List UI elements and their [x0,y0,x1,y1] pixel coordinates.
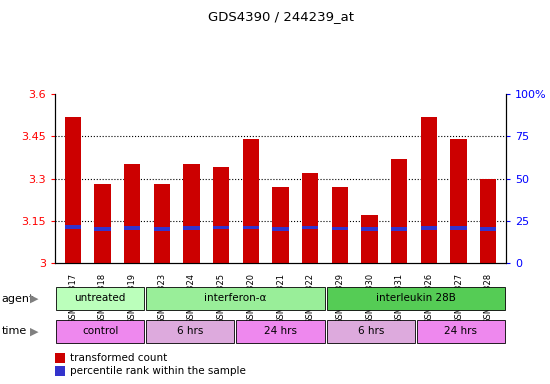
Bar [213,226,229,229]
Bar [56,287,144,310]
Bar [153,227,170,230]
Text: untreated: untreated [74,293,126,303]
Bar [124,226,140,230]
Bar [327,287,505,310]
Bar [480,227,496,230]
Text: transformed count: transformed count [70,353,168,363]
Bar [65,225,81,229]
Text: interferon-α: interferon-α [204,293,267,303]
Text: ▶: ▶ [30,326,39,336]
Bar [56,320,144,343]
Text: agent: agent [2,293,34,304]
Bar [450,226,467,230]
Bar [332,187,348,263]
Text: control: control [82,326,118,336]
Bar [272,187,289,263]
Bar [450,139,467,263]
Text: 24 hrs: 24 hrs [264,326,297,336]
Text: interleukin 28B: interleukin 28B [376,293,456,303]
Bar [183,164,200,263]
Bar [213,167,229,263]
Text: percentile rank within the sample: percentile rank within the sample [70,366,246,376]
Bar [65,117,81,263]
Bar [243,226,259,229]
Bar [480,179,496,263]
Bar [302,226,318,229]
Bar [421,117,437,263]
Text: ▶: ▶ [30,293,39,304]
Bar [332,227,348,230]
Text: time: time [2,326,27,336]
Bar [361,227,378,230]
Text: 6 hrs: 6 hrs [358,326,384,336]
Bar [94,227,111,230]
Bar [243,139,259,263]
Bar [272,227,289,230]
Bar [391,227,408,230]
Text: GDS4390 / 244239_at: GDS4390 / 244239_at [207,10,354,23]
Bar [146,320,234,343]
Bar [146,287,324,310]
Bar [302,173,318,263]
Bar [153,184,170,263]
Bar [124,164,140,263]
Bar [327,320,415,343]
Bar [417,320,505,343]
Bar [421,226,437,230]
Bar [361,215,378,263]
Text: 24 hrs: 24 hrs [444,326,477,336]
Bar [236,320,324,343]
Bar [183,226,200,230]
Bar [94,184,111,263]
Text: 6 hrs: 6 hrs [177,326,204,336]
Bar [391,159,408,263]
